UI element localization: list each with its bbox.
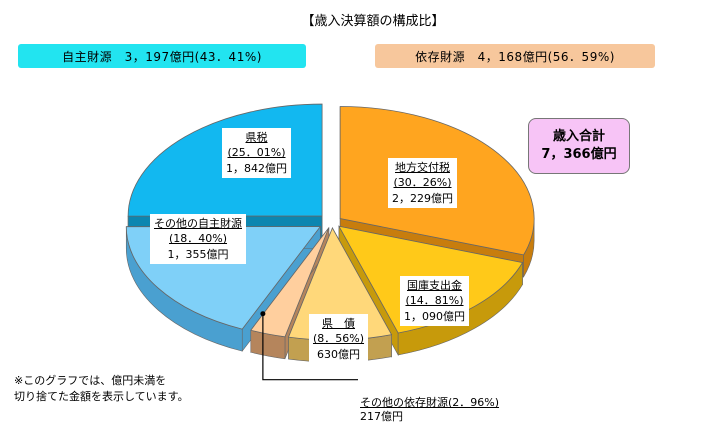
chart-title: 【歳入決算額の構成比】 xyxy=(301,14,445,29)
slice-name: 地方交付税 xyxy=(395,161,450,174)
slice-percent: (14．81%) xyxy=(405,294,464,308)
slice-name: 国庫支出金 xyxy=(407,279,462,292)
slice-percent: (30．26%) xyxy=(393,176,452,190)
slice-percent: (2．96%) xyxy=(448,396,500,409)
slice-label-other-own: その他の自主財源 (18．40%) 1，355億円 xyxy=(150,214,246,265)
slice-value: 2，229億円 xyxy=(392,191,453,205)
own-revenue-box: 自主財源 3，197億円(43．41%) xyxy=(18,44,306,68)
slice-label-kenzei: 県税 (25．01%) 1，842億円 xyxy=(222,128,291,179)
slice-value: 630億円 xyxy=(317,347,361,361)
slice-value: 1，842億円 xyxy=(226,161,287,175)
dependent-revenue-box: 依存財源 4，168億円(56．59%) xyxy=(375,44,655,68)
slice-value: 1，090億円 xyxy=(404,309,465,323)
leader-dot xyxy=(260,311,266,317)
total-revenue-box: 歳入合計 7，366億円 xyxy=(528,118,630,174)
slice-label-kokko-shishutsukin: 国庫支出金 (14．81%) 1，090億円 xyxy=(400,276,469,327)
pie-slice xyxy=(250,227,330,338)
slice-name: 県税 xyxy=(245,131,268,144)
slice-percent: (18．40%) xyxy=(168,232,228,246)
footnote-line-1: ※このグラフでは、億円未満を xyxy=(14,374,167,387)
slice-name: 県 債 xyxy=(322,317,356,330)
slice-value: 217億円 xyxy=(360,409,403,423)
footnote: ※このグラフでは、億円未満を 切り捨てた金額を表示しています。 xyxy=(14,373,189,405)
slice-name: その他の依存財源 xyxy=(360,396,448,409)
slice-label-other-dependent: その他の依存財源(2．96%) 217億円 xyxy=(358,396,502,424)
slice-name: その他の自主財源 xyxy=(154,217,242,230)
footnote-line-2: 切り捨てた金額を表示しています。 xyxy=(14,389,189,403)
slice-label-kensai: 県 債 (8．56%) 630億円 xyxy=(309,314,369,365)
slice-label-chihou-koufuzei: 地方交付税 (30．26%) 2，229億円 xyxy=(388,158,457,209)
leader-line xyxy=(262,313,358,381)
slice-percent: (25．01%) xyxy=(227,146,286,160)
total-value: 7，366億円 xyxy=(541,147,617,162)
total-label: 歳入合計 xyxy=(552,129,605,145)
slice-value: 1，355億円 xyxy=(167,247,229,261)
slice-percent: (8．56%) xyxy=(313,332,365,346)
